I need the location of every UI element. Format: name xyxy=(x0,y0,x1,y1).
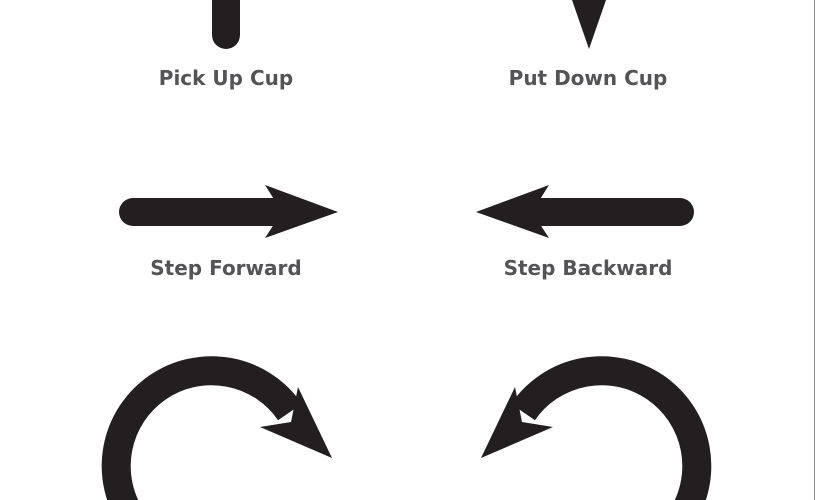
pick-up-cup-label: Pick Up Cup xyxy=(158,66,294,90)
down-arrow-icon xyxy=(572,0,606,49)
left-arrow-icon xyxy=(476,185,694,238)
right-arrow-icon xyxy=(119,185,338,238)
step-forward-label: Step Forward xyxy=(150,256,302,280)
step-backward-label: Step Backward xyxy=(503,256,673,280)
put-down-cup-label: Put Down Cup xyxy=(508,66,668,90)
clockwise-arrow-icon xyxy=(101,356,332,500)
page-edge-divider xyxy=(814,0,815,500)
counterclockwise-arrow-icon xyxy=(481,356,712,500)
